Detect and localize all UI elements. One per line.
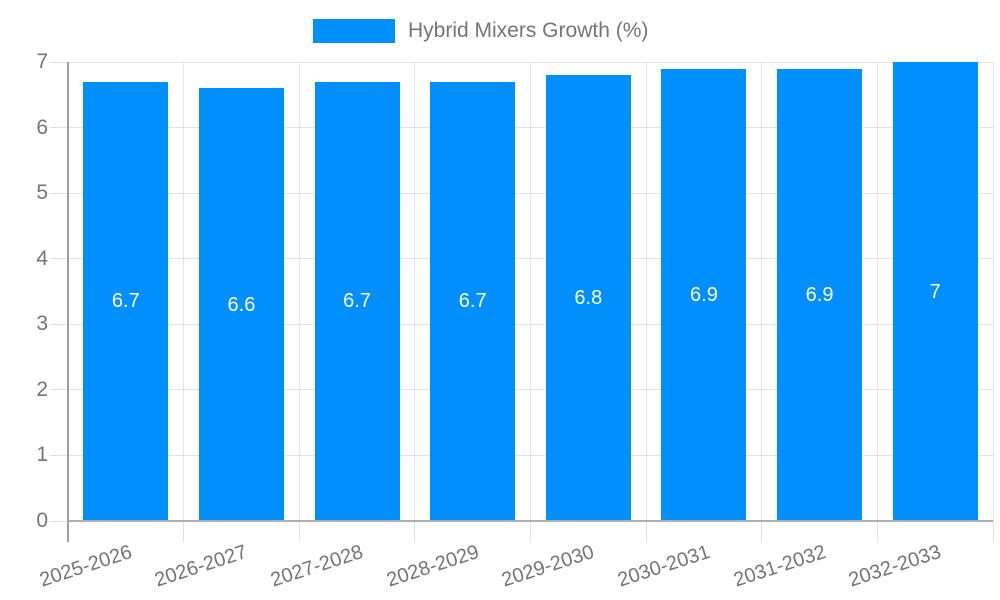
bar[interactable] <box>198 88 284 521</box>
x-axis-tick <box>992 521 994 542</box>
y-axis-line <box>67 62 69 542</box>
bar[interactable] <box>661 68 747 521</box>
bar-value-label: 6.8 <box>574 287 603 310</box>
gridline <box>414 62 416 521</box>
y-axis-tick <box>50 127 68 129</box>
y-axis-tick <box>50 258 68 260</box>
y-axis-tick-label: 0 <box>36 509 48 532</box>
y-axis-tick <box>50 61 68 63</box>
y-axis-tick-label: 2 <box>36 377 48 401</box>
legend[interactable]: Hybrid Mixers Growth (%) <box>313 19 648 43</box>
x-axis-tick <box>414 521 416 542</box>
gridline <box>183 62 185 521</box>
bar[interactable] <box>892 62 978 521</box>
x-axis-tick <box>645 521 647 542</box>
x-axis-tick <box>876 521 878 542</box>
bar[interactable] <box>430 81 516 521</box>
gridline <box>530 62 531 521</box>
x-axis-category-label: 2028-2029 <box>383 541 482 592</box>
x-axis-category-label: 2027-2028 <box>268 541 366 592</box>
y-axis-tick-label: 3 <box>36 312 48 336</box>
gridline <box>761 62 763 521</box>
x-axis-category-label: 2025-2026 <box>36 541 135 592</box>
bar-value-label: 6.7 <box>458 290 487 313</box>
y-axis-tick <box>50 192 68 194</box>
bar-value-label: 6.9 <box>690 283 718 306</box>
y-axis-tick-label: 1 <box>36 443 48 467</box>
x-axis-category-label: 2029-2030 <box>499 541 598 592</box>
gridline <box>645 62 647 521</box>
y-axis-tick <box>50 454 68 456</box>
bar-value-label: 6.9 <box>805 283 834 306</box>
y-axis-tick <box>50 323 68 325</box>
x-axis-category-label: 2026-2027 <box>152 541 251 592</box>
x-axis-tick <box>761 521 763 542</box>
gridline <box>992 62 994 521</box>
bar-value-label: 6.7 <box>343 290 371 313</box>
gridline <box>876 62 878 521</box>
x-axis-category-label: 2030-2031 <box>614 541 713 592</box>
bar[interactable] <box>83 81 169 521</box>
x-axis-category-label: 2032-2033 <box>846 541 944 592</box>
bar-value-label: 6.6 <box>227 293 256 316</box>
y-axis-tick-label: 6 <box>36 115 48 139</box>
x-axis-line <box>68 520 993 522</box>
y-axis-tick-label: 4 <box>36 246 48 270</box>
bar-value-label: 7 <box>929 280 941 303</box>
x-axis-tick <box>530 521 531 542</box>
x-axis-tick <box>183 521 185 542</box>
y-axis-tick-label: 5 <box>36 181 48 205</box>
legend-label: Hybrid Mixers Growth (%) <box>408 19 649 42</box>
y-axis-tick <box>50 389 68 391</box>
bar[interactable] <box>777 68 863 521</box>
bar[interactable] <box>545 75 631 521</box>
y-axis-tick-label: 7 <box>36 50 48 73</box>
y-axis-tick <box>50 520 68 522</box>
gridline <box>298 62 300 521</box>
bar[interactable] <box>314 81 400 521</box>
x-axis-category-label: 2031-2032 <box>730 541 829 592</box>
legend-swatch <box>313 19 395 43</box>
bar-value-label: 6.7 <box>111 290 140 313</box>
x-axis-tick <box>298 521 300 542</box>
